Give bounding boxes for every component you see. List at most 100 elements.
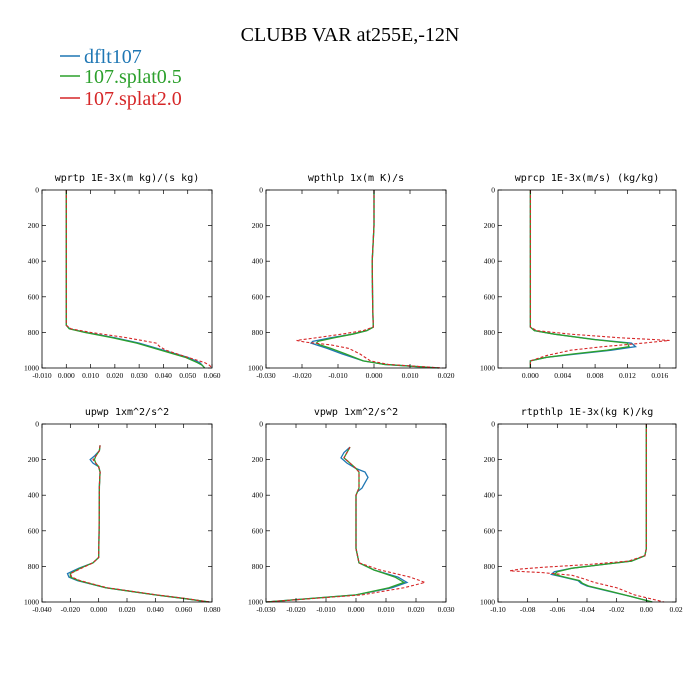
y-tick-label: 0 bbox=[491, 186, 495, 195]
panel-2: wpthlp 1x(m K)/s -0.030 -0.020 -0.010 0.000 0… bbox=[248, 173, 455, 380]
series-line-107.splat2.0 bbox=[265, 446, 427, 603]
panels: wprtp 1E-3x(m kg)/(s kg)-0.010 0.000 0.010… bbox=[24, 173, 683, 614]
y-tick-label: 800 bbox=[252, 562, 264, 571]
series-line-107.splat0.5 bbox=[265, 446, 406, 603]
panel-1: wprtp 1E-3x(m kg)/(s kg) -0.010 0.000 0.010… bbox=[24, 173, 221, 380]
y-tick-label: 400 bbox=[252, 491, 264, 500]
series-line-107.splat2.0 bbox=[65, 190, 213, 369]
panel-title: wprcp 1E-3x(m/s) (kg/kg) bbox=[515, 173, 660, 184]
figure-title: CLUBB VAR at255E,-12N bbox=[241, 24, 460, 46]
x-tick-label: 0.000 bbox=[348, 605, 365, 614]
x-tick-label: 0.020 bbox=[106, 371, 123, 380]
x-tick-label: 0.02 bbox=[669, 605, 682, 614]
x-tick-label: -0.040 bbox=[32, 605, 52, 614]
series-line-107.splat2.0 bbox=[296, 190, 443, 369]
y-tick-label: 200 bbox=[252, 221, 264, 230]
x-tick-label: 0.010 bbox=[82, 371, 99, 380]
y-tick-label: 600 bbox=[28, 526, 40, 535]
x-tick-label: 0.000 bbox=[366, 371, 383, 380]
plot-frame bbox=[497, 189, 677, 369]
y-tick-label: 600 bbox=[252, 292, 264, 301]
x-tick-label: 0.030 bbox=[438, 605, 455, 614]
y-tick-label: 200 bbox=[484, 221, 496, 230]
series-line-107.splat0.5 bbox=[315, 190, 439, 369]
series-line-dflt107 bbox=[529, 190, 638, 368]
y-tick-label: 800 bbox=[28, 562, 40, 571]
x-tick-label: -0.10 bbox=[490, 605, 506, 614]
y-tick-label: 200 bbox=[28, 455, 40, 464]
panel-title: wprtp 1E-3x(m kg)/(s kg) bbox=[55, 173, 200, 184]
y-tick-label: 800 bbox=[484, 328, 496, 337]
series-line-107.splat0.5 bbox=[65, 190, 206, 369]
x-tick-label: 0.010 bbox=[378, 605, 395, 614]
y-tick-label: 200 bbox=[484, 455, 496, 464]
panel-title: wpthlp 1x(m K)/s bbox=[308, 173, 404, 184]
x-tick-label: 0.004 bbox=[554, 371, 571, 380]
series-line-107.splat0.5 bbox=[529, 190, 631, 368]
y-tick-label: 0 bbox=[259, 186, 263, 195]
x-tick-label: -0.010 bbox=[316, 605, 336, 614]
x-tick-label: -0.030 bbox=[256, 605, 276, 614]
x-tick-label: 0.020 bbox=[408, 605, 425, 614]
x-tick-label: 0.012 bbox=[619, 371, 636, 380]
y-tick-label: 800 bbox=[484, 562, 496, 571]
y-tick-label: 200 bbox=[28, 221, 40, 230]
x-tick-label: 0.060 bbox=[175, 605, 192, 614]
x-tick-label: -0.020 bbox=[292, 371, 312, 380]
x-tick-label: 0.010 bbox=[402, 371, 419, 380]
x-tick-label: 0.020 bbox=[119, 605, 136, 614]
series-line-107.splat2.0 bbox=[529, 190, 670, 368]
y-tick-label: 600 bbox=[484, 292, 496, 301]
y-tick-label: 400 bbox=[484, 257, 496, 266]
panel-3: wprcp 1E-3x(m/s) (kg/kg) 0.000 0.004 0.008 0… bbox=[480, 173, 677, 380]
x-tick-label: 0.040 bbox=[155, 371, 172, 380]
series-line-dflt107 bbox=[65, 190, 206, 369]
panel-4: upwp 1xm^2/s^2 -0.040 -0.020 0.000 0.020 0.04… bbox=[24, 407, 221, 614]
y-tick-label: 1000 bbox=[480, 598, 495, 607]
y-tick-label: 400 bbox=[484, 491, 496, 500]
y-tick-label: 0 bbox=[259, 420, 263, 429]
series-line-dflt107 bbox=[265, 446, 409, 603]
plot-frame bbox=[265, 189, 447, 369]
x-tick-label: 0.080 bbox=[204, 605, 221, 614]
x-tick-label: -0.02 bbox=[609, 605, 625, 614]
x-tick-label: -0.030 bbox=[256, 371, 276, 380]
legend-label-dflt107: dflt107 bbox=[84, 46, 142, 68]
x-tick-label: 0.040 bbox=[147, 605, 164, 614]
y-tick-label: 1000 bbox=[248, 598, 263, 607]
y-tick-label: 400 bbox=[252, 257, 264, 266]
series-line-107.splat2.0 bbox=[509, 424, 665, 603]
y-tick-label: 800 bbox=[252, 328, 264, 337]
panel-title: vpwp 1xm^2/s^2 bbox=[314, 407, 398, 418]
panel-title: rtpthlp 1E-3x(kg K)/kg bbox=[521, 407, 653, 418]
y-tick-label: 1000 bbox=[24, 598, 39, 607]
legend-label-splat0.5: 107.splat0.5 bbox=[84, 66, 182, 88]
series-line-107.splat0.5 bbox=[69, 445, 210, 603]
series-line-dflt107 bbox=[66, 445, 210, 603]
x-tick-label: 0.060 bbox=[204, 371, 221, 380]
x-tick-label: 0.008 bbox=[587, 371, 604, 380]
y-tick-label: 0 bbox=[35, 420, 39, 429]
y-tick-label: 1000 bbox=[248, 364, 263, 373]
plot-frame bbox=[41, 189, 213, 369]
plot-frame bbox=[41, 423, 213, 603]
y-tick-label: 400 bbox=[28, 491, 40, 500]
y-tick-label: 200 bbox=[252, 455, 264, 464]
x-tick-label: 0.020 bbox=[438, 371, 455, 380]
y-tick-label: 0 bbox=[35, 186, 39, 195]
x-tick-label: -0.06 bbox=[550, 605, 566, 614]
series-line-107.splat2.0 bbox=[69, 445, 210, 603]
legend: dflt107 107.splat0.5 107.splat2.0 bbox=[60, 46, 182, 110]
x-tick-label: 0.000 bbox=[90, 605, 107, 614]
y-tick-label: 600 bbox=[28, 292, 40, 301]
x-tick-label: 0.00 bbox=[640, 605, 653, 614]
y-tick-label: 400 bbox=[28, 257, 40, 266]
x-tick-label: -0.020 bbox=[61, 605, 81, 614]
x-tick-label: 0.016 bbox=[651, 371, 668, 380]
x-tick-label: -0.010 bbox=[328, 371, 348, 380]
legend-label-splat2.0: 107.splat2.0 bbox=[84, 88, 182, 110]
x-tick-label: 0.000 bbox=[58, 371, 75, 380]
x-tick-label: -0.04 bbox=[579, 605, 595, 614]
x-tick-label: 0.000 bbox=[522, 371, 539, 380]
